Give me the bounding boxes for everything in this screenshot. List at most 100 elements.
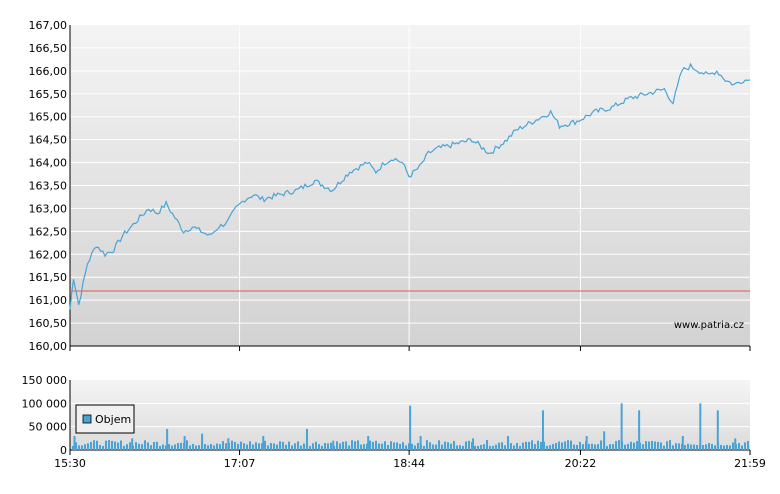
volume-bar: [543, 441, 545, 450]
price-y-tick-label: 160,50: [29, 317, 68, 330]
volume-bar: [108, 440, 110, 450]
volume-bar: [96, 440, 98, 450]
volume-bar: [645, 441, 647, 450]
volume-bar: [435, 444, 437, 450]
volume-bar: [678, 443, 680, 450]
volume-bar: [339, 443, 341, 450]
volume-bar: [651, 440, 653, 450]
volume-bar: [348, 445, 350, 450]
watermark: www.patria.cz: [674, 320, 744, 331]
volume-bar: [693, 444, 695, 450]
volume-spike-bar: [227, 438, 230, 450]
volume-bar: [702, 444, 704, 450]
volume-bar: [168, 444, 170, 450]
volume-y-tick-label: 150 000: [22, 374, 68, 387]
volume-bar: [636, 441, 638, 450]
volume-bar: [618, 440, 620, 450]
volume-bar: [291, 445, 293, 450]
volume-bar: [129, 442, 131, 450]
volume-spike-bar: [201, 433, 204, 450]
volume-bar: [81, 445, 83, 450]
volume-bar: [729, 445, 731, 450]
volume-bar: [453, 440, 455, 450]
volume-bar: [312, 443, 314, 450]
volume-bar: [438, 440, 440, 450]
volume-spike-bar: [332, 440, 335, 450]
volume-bar: [375, 440, 377, 450]
volume-bar: [747, 440, 749, 450]
price-y-tick-label: 165,00: [29, 111, 68, 124]
volume-bar: [498, 442, 500, 450]
volume-bar: [573, 444, 575, 450]
volume-bar: [117, 442, 119, 450]
volume-bar: [219, 444, 221, 450]
volume-bar: [315, 441, 317, 450]
volume-spike-bar: [419, 436, 422, 450]
volume-bar: [567, 440, 569, 450]
volume-bar: [354, 441, 356, 450]
volume-bar: [627, 443, 629, 450]
volume-bar: [528, 441, 530, 450]
price-y-tick-label: 161,50: [29, 271, 68, 284]
volume-bar: [396, 442, 398, 450]
volume-bar: [576, 444, 578, 450]
volume-bar: [198, 445, 200, 450]
volume-spike-bar: [131, 438, 134, 450]
volume-bar: [450, 443, 452, 450]
volume-bar: [246, 444, 248, 450]
volume-bar: [411, 443, 413, 450]
volume-bar: [534, 444, 536, 450]
volume-bar: [624, 444, 626, 450]
price-y-tick-label: 165,50: [29, 88, 68, 101]
volume-bar: [270, 443, 272, 450]
volume-bar: [75, 442, 77, 450]
x-tick-label: 21:59: [734, 457, 766, 470]
volume-bar: [666, 441, 668, 450]
volume-bar: [264, 440, 266, 450]
volume-bar: [492, 445, 494, 450]
volume-bar: [360, 444, 362, 450]
volume-bar: [630, 441, 632, 450]
legend-label: Objem: [95, 413, 131, 426]
volume-bar: [255, 442, 257, 450]
volume-bar: [612, 444, 614, 450]
volume-bar: [186, 440, 188, 450]
volume-bar: [141, 444, 143, 450]
price-y-tick-label: 163,00: [29, 202, 68, 215]
volume-bar: [522, 442, 524, 450]
volume-spike-bar: [305, 429, 308, 450]
volume-y-tick-label: 50 000: [29, 421, 68, 434]
volume-bar: [381, 443, 383, 450]
price-y-tick-label: 163,50: [29, 180, 68, 193]
volume-bar: [399, 443, 401, 450]
volume-bar: [78, 445, 80, 450]
volume-bar: [153, 441, 155, 450]
volume-bar: [279, 441, 281, 450]
volume-bar: [99, 444, 101, 450]
price-series-line: [69, 62, 751, 310]
volume-bar: [90, 441, 92, 450]
volume-spike-bar: [638, 410, 641, 450]
volume-bar: [579, 441, 581, 450]
volume-bar: [222, 441, 224, 450]
volume-bar: [705, 444, 707, 450]
volume-bar: [192, 443, 194, 450]
volume-bar: [564, 441, 566, 450]
volume-bar: [426, 440, 428, 450]
price-y-tick-label: 162,50: [29, 225, 68, 238]
volume-bar: [552, 444, 554, 450]
volume-bar: [366, 443, 368, 450]
volume-bar: [555, 442, 557, 450]
volume-bar: [660, 442, 662, 450]
volume-bar: [114, 441, 116, 450]
volume-bar: [225, 443, 227, 450]
volume-bar: [459, 445, 461, 450]
volume-spike-bar: [507, 436, 510, 450]
volume-y-tick-label: 0: [60, 444, 67, 457]
volume-bar: [684, 445, 686, 450]
volume-bar: [150, 445, 152, 450]
volume-bar: [195, 445, 197, 450]
volume-bar: [378, 443, 380, 450]
